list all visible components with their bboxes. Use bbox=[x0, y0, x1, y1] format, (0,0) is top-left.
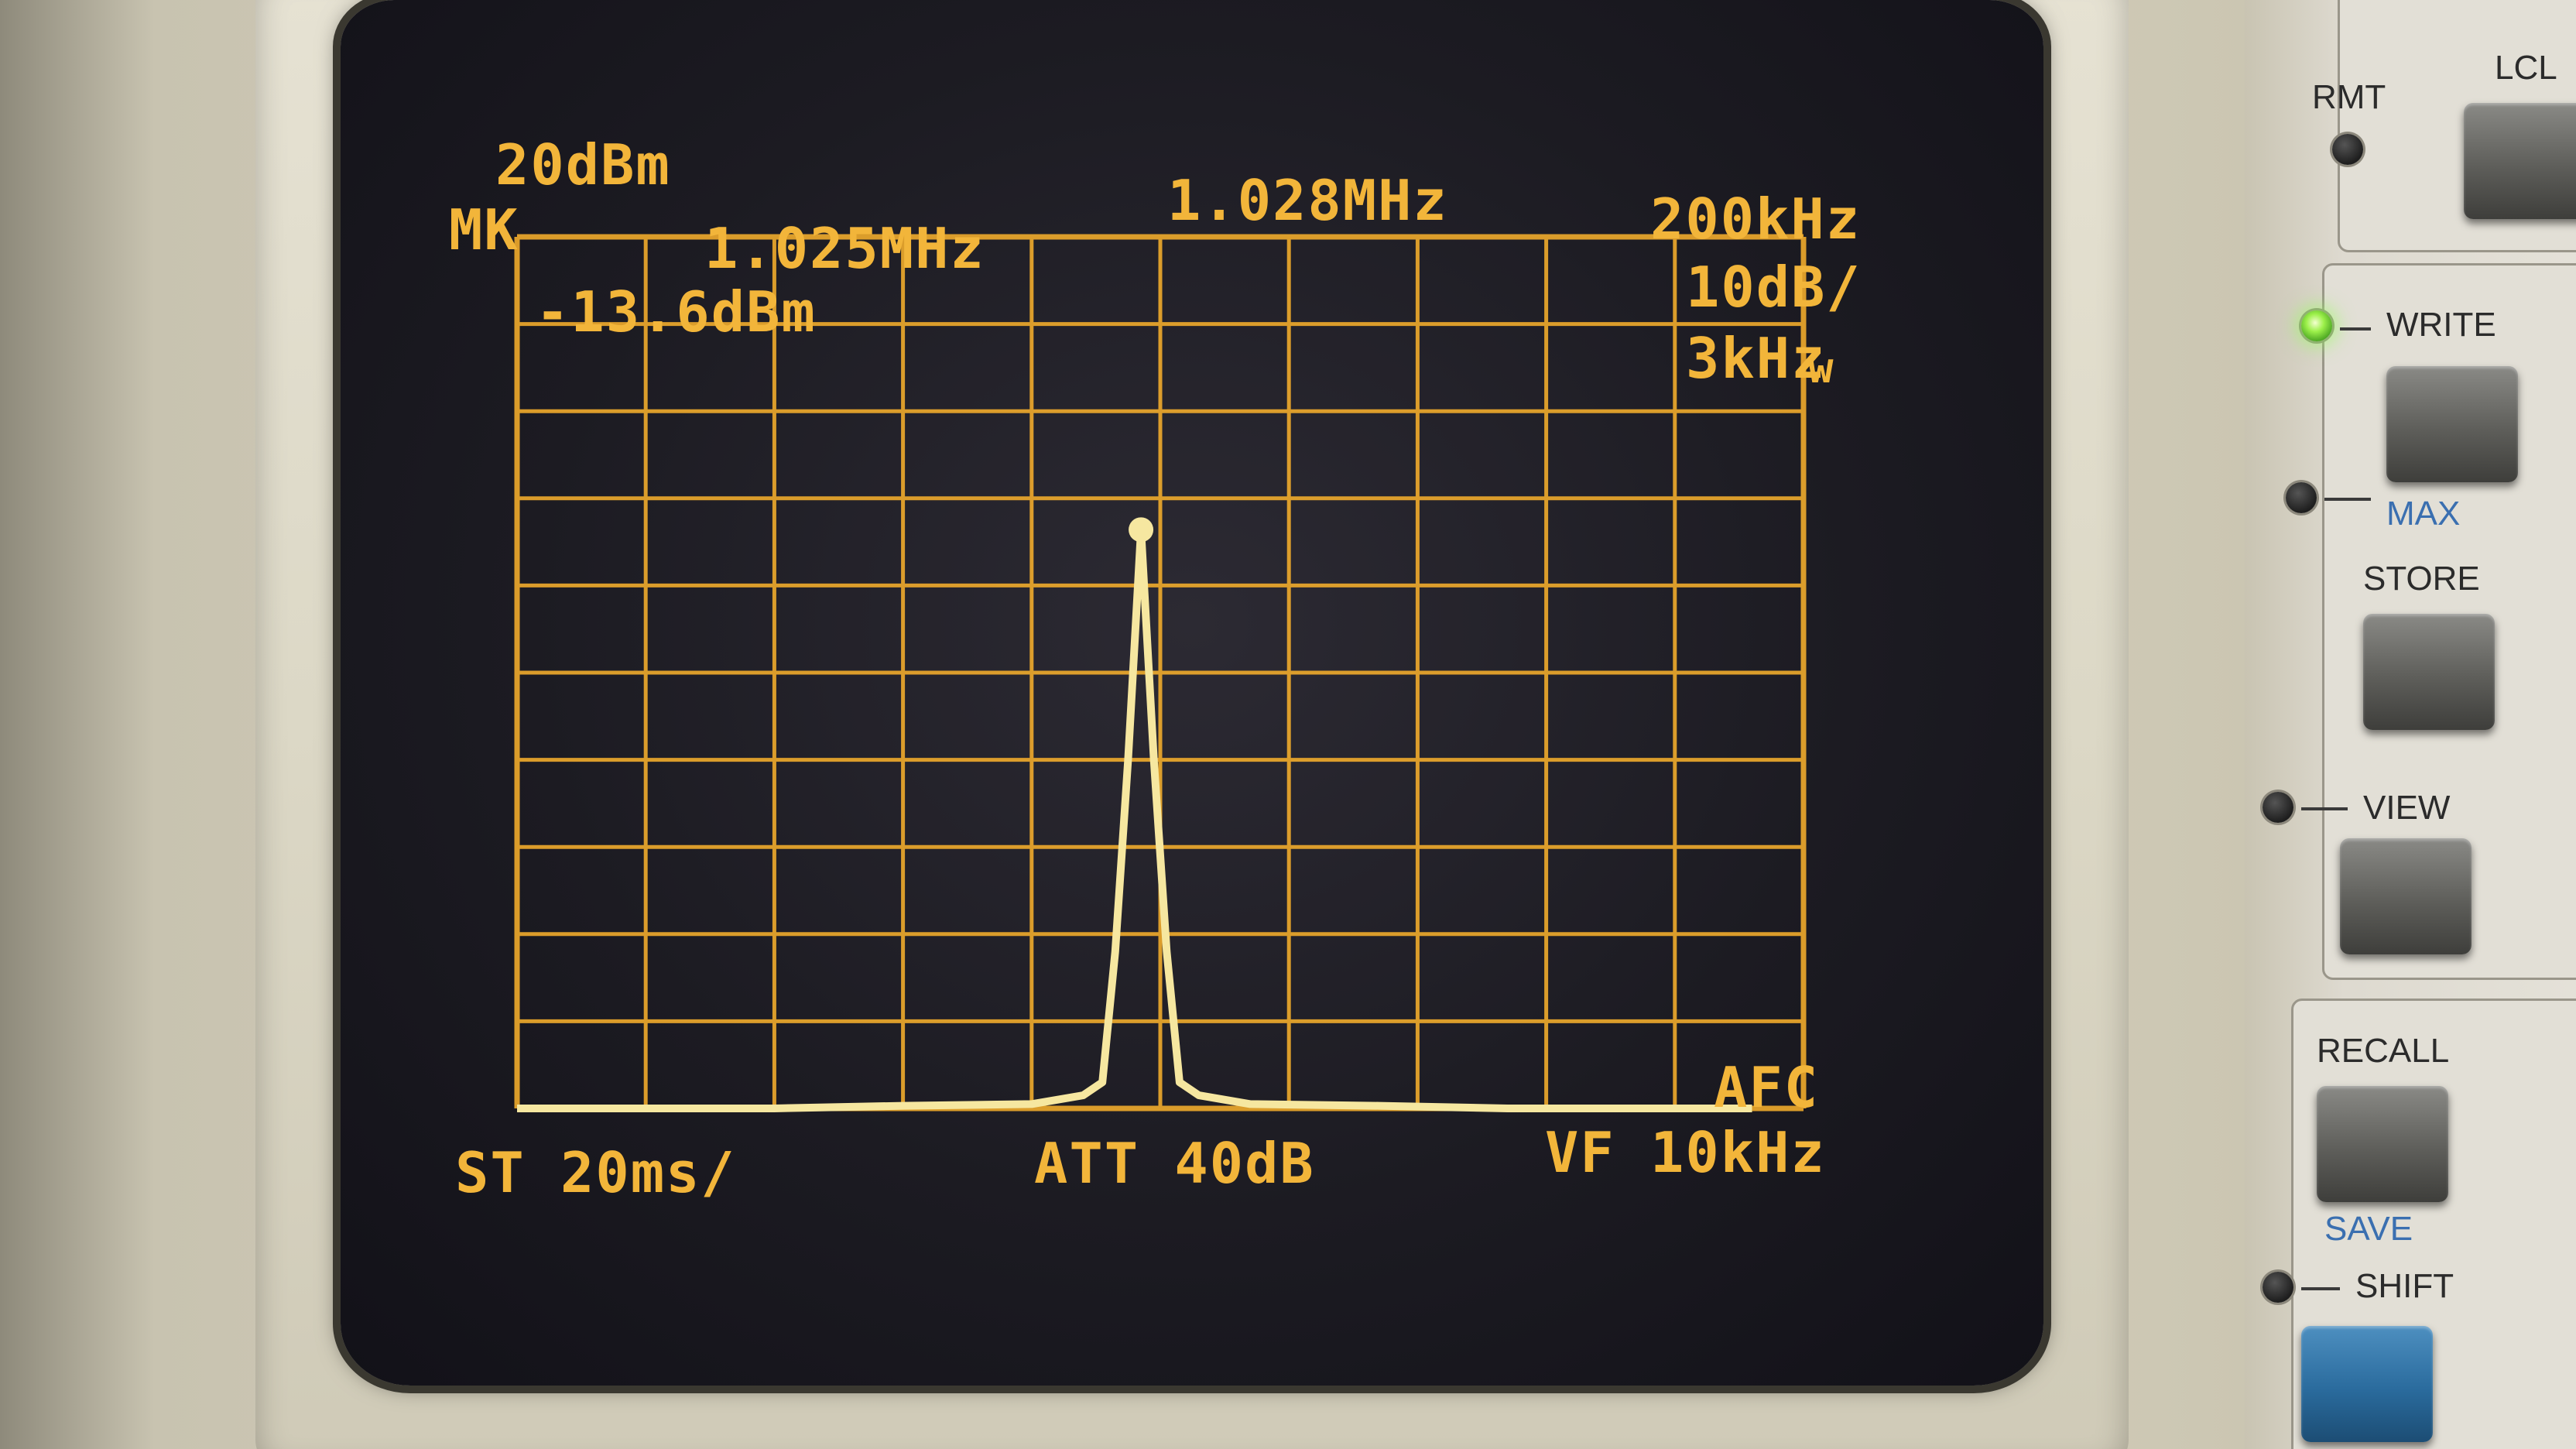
trace-group bbox=[517, 517, 1752, 1112]
write-led-dash bbox=[2340, 327, 2371, 331]
rmt-led bbox=[2332, 134, 2363, 165]
lcl-button[interactable] bbox=[2464, 103, 2576, 219]
max-label: MAX bbox=[2386, 495, 2461, 533]
write-led bbox=[2301, 310, 2332, 341]
write-button[interactable] bbox=[2386, 366, 2518, 482]
lcl-label: LCL bbox=[2495, 49, 2557, 87]
rbw-suffix: w bbox=[1808, 344, 1835, 392]
save-label: SAVE bbox=[2324, 1210, 2413, 1248]
center-frequency-readout: 1.028MHz bbox=[1167, 168, 1448, 233]
marker-frequency-readout: 1.025MHz bbox=[704, 216, 985, 281]
max-led-dash bbox=[2324, 498, 2371, 501]
view-led bbox=[2263, 792, 2293, 823]
crt-screen bbox=[341, 0, 2043, 1386]
trace-group-panel: WRITE MAX STORE VIEW bbox=[2263, 263, 2576, 980]
shift-led-dash bbox=[2301, 1287, 2340, 1290]
shift-button[interactable] bbox=[2301, 1326, 2433, 1442]
video-filter-readout: VF 10kHz bbox=[1545, 1120, 1826, 1185]
view-button[interactable] bbox=[2340, 838, 2472, 954]
ref-level-readout: 20dBm bbox=[495, 132, 671, 197]
memory-group: RECALL SAVE SHIFT bbox=[2263, 999, 2576, 1449]
max-led bbox=[2286, 482, 2317, 513]
view-label: VIEW bbox=[2363, 789, 2451, 827]
shift-label: SHIFT bbox=[2355, 1267, 2454, 1305]
graticule bbox=[514, 234, 1807, 1112]
span-readout: 200kHz bbox=[1650, 187, 1861, 252]
store-label: STORE bbox=[2363, 560, 2480, 598]
attenuation-readout: ATT 40dB bbox=[1034, 1131, 1315, 1196]
write-label: WRITE bbox=[2386, 306, 2496, 344]
scale-readout: 10dB/ bbox=[1686, 255, 1862, 320]
rmt-label: RMT bbox=[2312, 78, 2386, 116]
marker-label: MK bbox=[449, 197, 519, 262]
store-button[interactable] bbox=[2363, 614, 2495, 730]
remote-group: RMT LCL bbox=[2312, 0, 2576, 252]
view-led-dash bbox=[2301, 807, 2348, 810]
control-panel: RMT LCL WRITE MAX STORE VIEW RECALL SAVE bbox=[2245, 0, 2576, 1449]
rbw-readout: 3kHz bbox=[1686, 326, 1826, 391]
marker-level-readout: -13.6dBm bbox=[536, 279, 817, 344]
recall-button[interactable] bbox=[2317, 1086, 2448, 1202]
recall-label: RECALL bbox=[2317, 1032, 2450, 1070]
shift-led bbox=[2263, 1272, 2293, 1303]
afc-indicator: AFC bbox=[1714, 1055, 1819, 1120]
marker-dot bbox=[1129, 517, 1154, 543]
sweep-time-readout: ST 20ms/ bbox=[455, 1140, 736, 1205]
